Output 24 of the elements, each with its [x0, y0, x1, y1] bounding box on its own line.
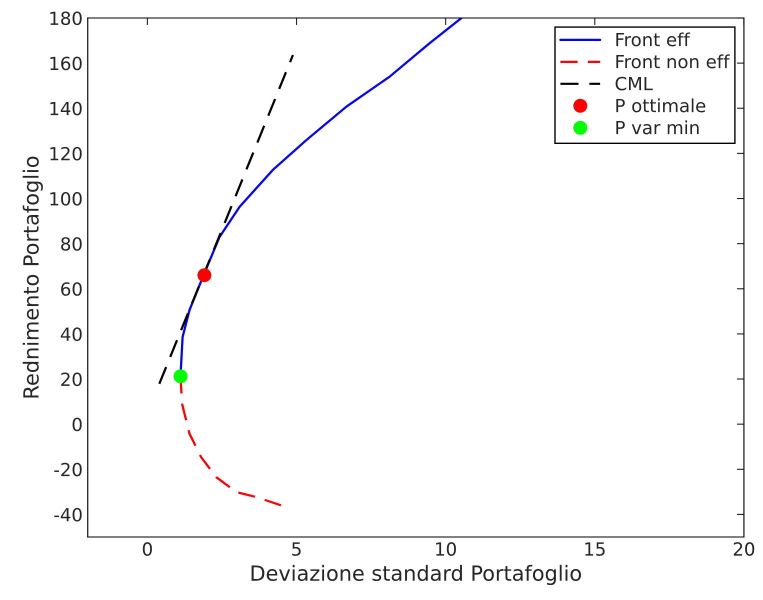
y-tick-label: 60: [61, 282, 82, 296]
y-tick-label: 120: [50, 146, 82, 161]
y-tick-label: 40: [60, 327, 82, 342]
y-tick-label: 100: [50, 192, 82, 206]
legend-label: Front non eff: [616, 54, 730, 68]
x-tick-label: 15: [585, 542, 605, 556]
legend-label: P var min: [616, 120, 699, 134]
legend-label: CML: [616, 76, 653, 90]
legend-label: P ottimale: [616, 98, 706, 112]
legend-label: Front eff: [616, 32, 690, 46]
y-tick-label: 160: [50, 56, 82, 70]
y-axis-title: Rednimento Portafoglio: [22, 156, 43, 398]
x-tick-label: 0: [142, 542, 152, 556]
y-tick-label: 0: [72, 418, 82, 432]
x-axis-title: Deviazione standard Portafoglio: [252, 564, 581, 586]
y-tick-label: -20: [54, 462, 82, 476]
y-tick-label: 180: [50, 11, 82, 26]
y-tick-label: 140: [50, 102, 82, 116]
y-tick-label: 80: [61, 237, 82, 251]
x-tick-label: 5: [292, 542, 301, 556]
x-tick-label: 10: [436, 542, 456, 556]
x-tick-label: 20: [734, 542, 754, 556]
y-tick-label: -40: [54, 508, 82, 522]
y-tick-label: 20: [61, 372, 82, 386]
